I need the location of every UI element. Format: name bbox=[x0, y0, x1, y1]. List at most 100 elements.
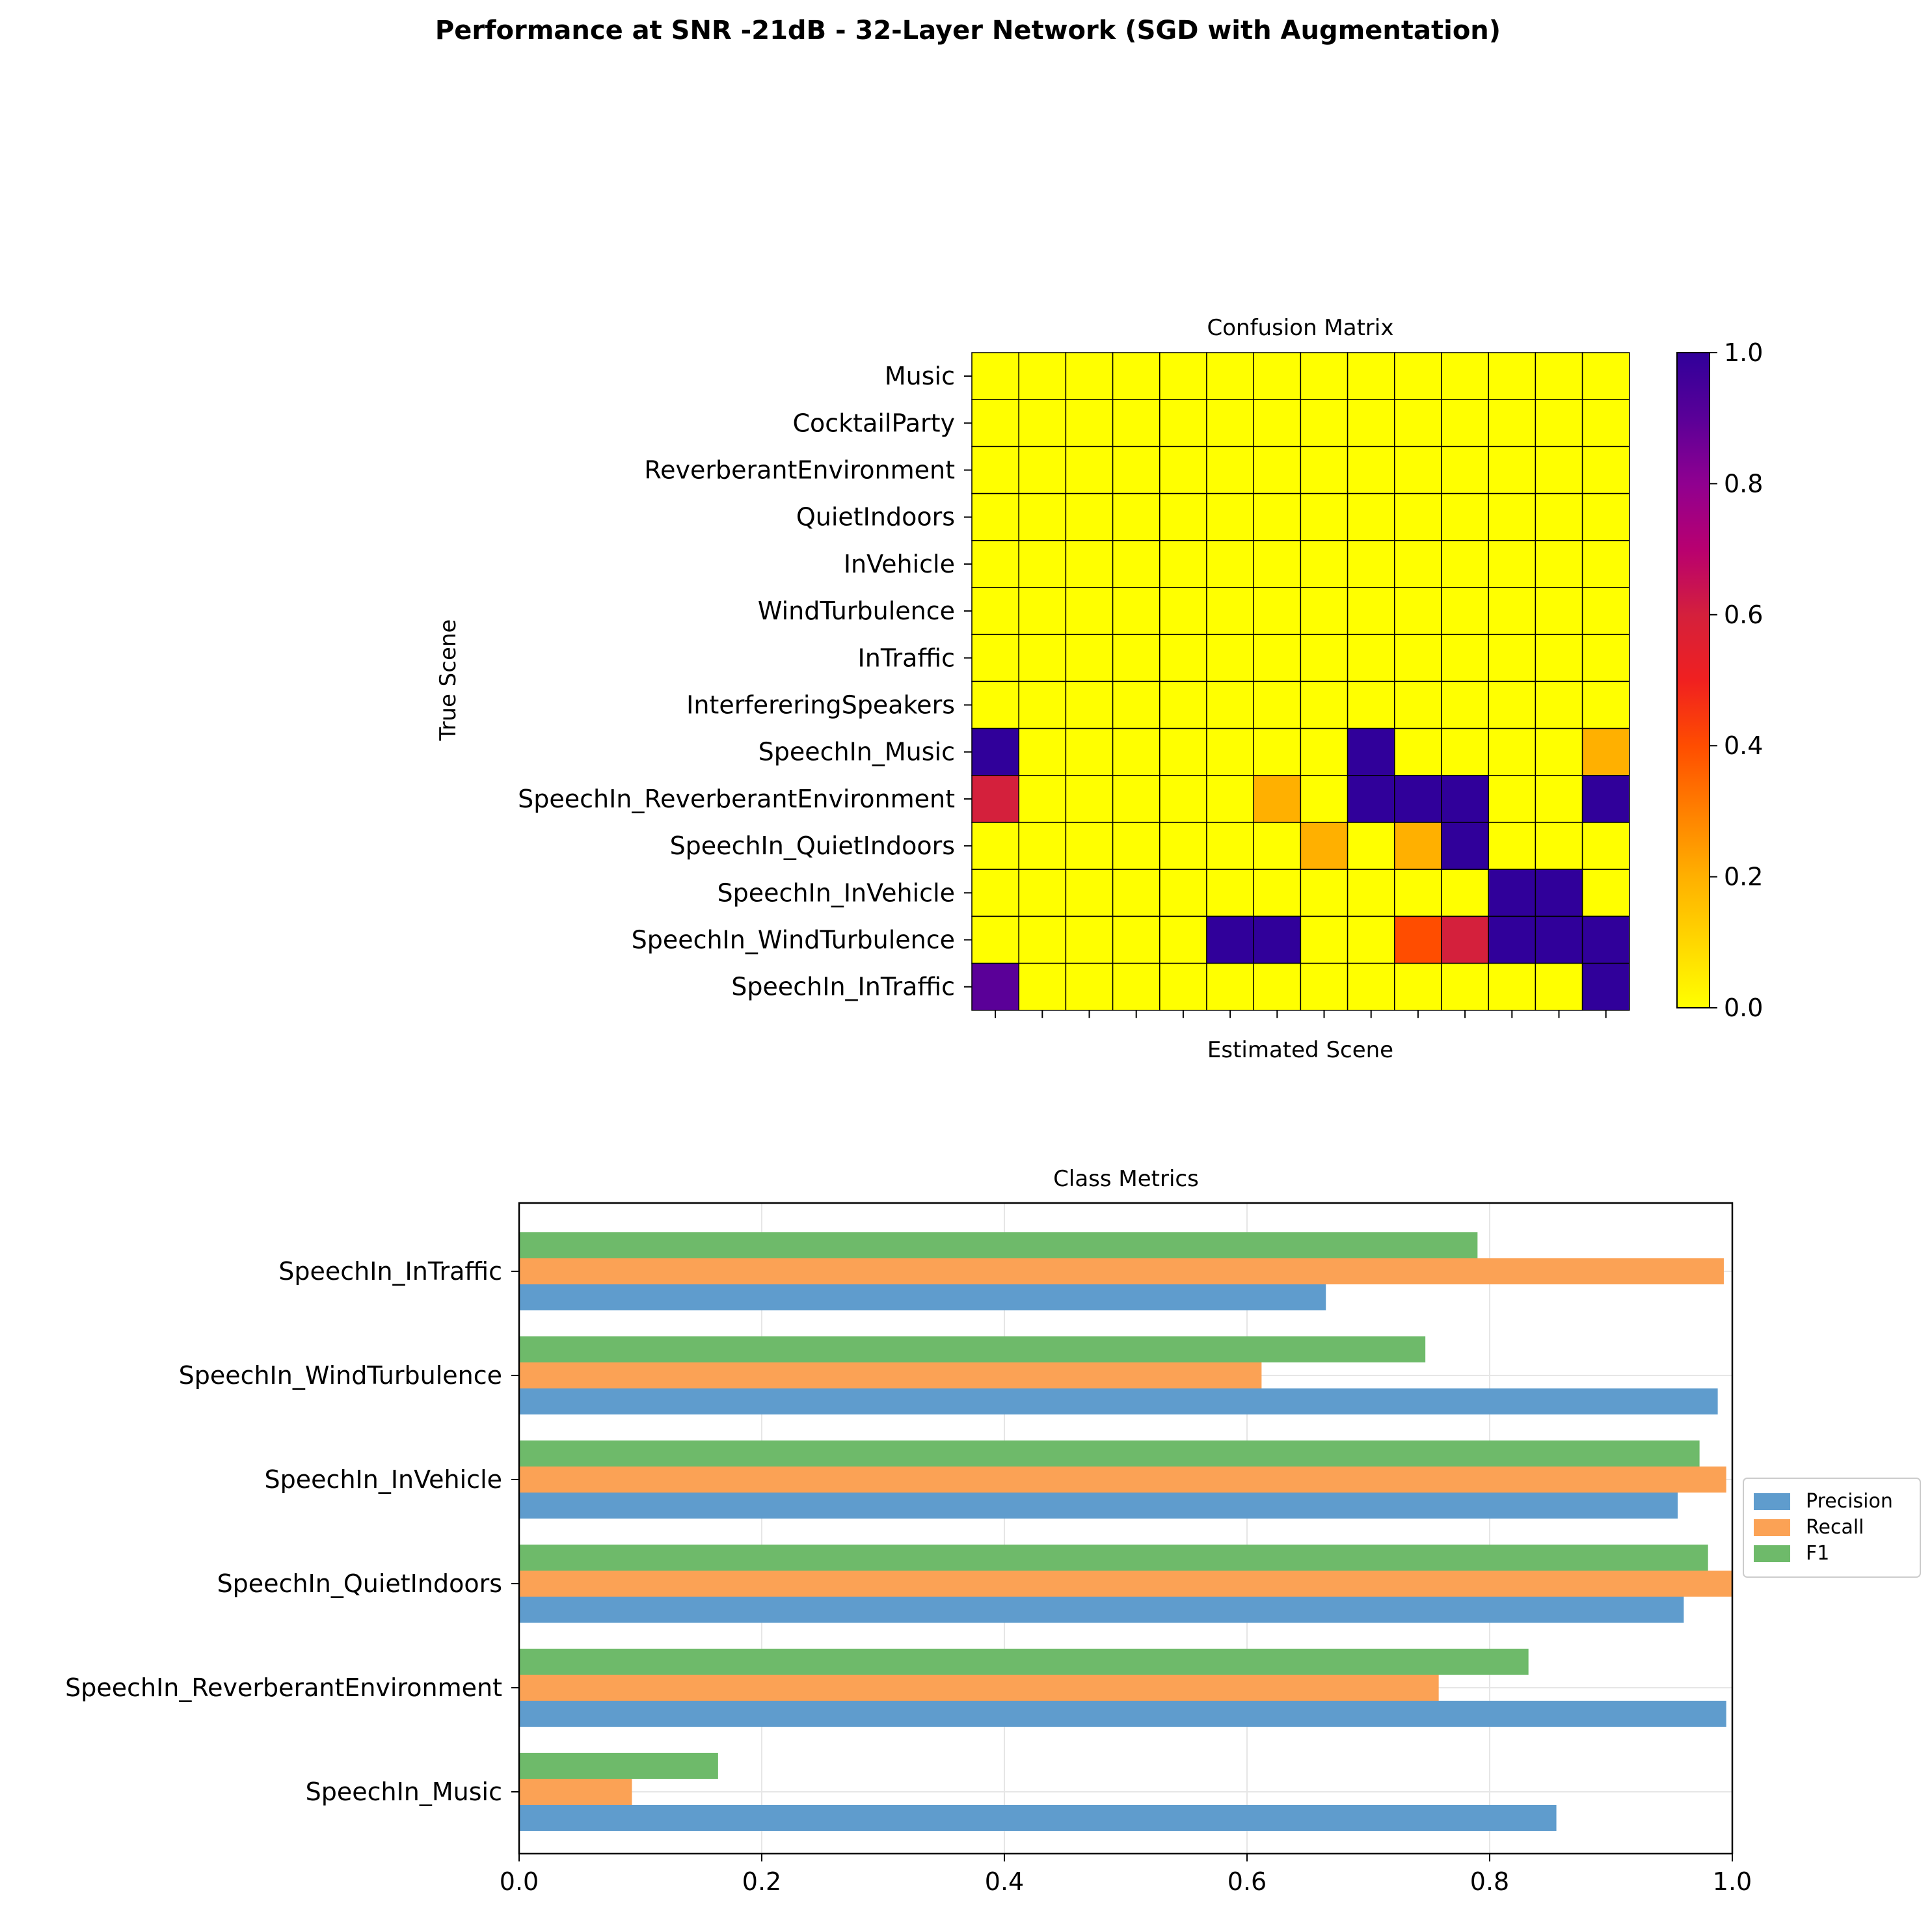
cm-cell bbox=[1253, 775, 1302, 823]
x-tick-label: 1.0 bbox=[1713, 1867, 1752, 1896]
cm-cell bbox=[1253, 915, 1302, 964]
cm-cell bbox=[1112, 681, 1161, 729]
category-label: SpeechIn_WindTurbulence bbox=[179, 1361, 502, 1390]
cm-cell bbox=[1018, 869, 1067, 917]
cm-cell bbox=[1488, 493, 1536, 541]
confusion-matrix-ylabel: True Scene bbox=[435, 619, 461, 742]
cm-row-label: InVehicle bbox=[844, 550, 955, 578]
bar-precision bbox=[519, 1493, 1678, 1519]
cm-cell bbox=[1441, 540, 1489, 588]
cm-cell bbox=[1159, 681, 1207, 729]
cm-cell bbox=[1159, 540, 1207, 588]
cm-cell bbox=[1206, 493, 1254, 541]
cm-cell bbox=[1065, 915, 1114, 964]
cm-row-label: SpeechIn_QuietIndoors bbox=[670, 832, 955, 860]
cm-cell bbox=[1159, 587, 1207, 635]
cm-cell bbox=[1018, 493, 1067, 541]
cm-cell bbox=[1112, 869, 1161, 917]
class-metrics-category-labels: SpeechIn_Music SpeechIn_ReverberantEnviro… bbox=[65, 1257, 519, 1806]
x-tick-label: 0.8 bbox=[1470, 1867, 1509, 1896]
cm-cell bbox=[1159, 399, 1207, 448]
class-metrics-x-ticks: 0.0 0.2 0.4 0.6 0.8 1.0 bbox=[500, 1854, 1752, 1896]
cm-cell bbox=[1253, 587, 1302, 635]
cm-cell bbox=[1394, 775, 1442, 823]
cm-cell bbox=[1441, 399, 1489, 448]
colorbar-tick-label: 0.4 bbox=[1724, 731, 1763, 760]
cm-cell bbox=[1253, 399, 1302, 448]
cm-cell bbox=[1300, 540, 1348, 588]
cm-cell bbox=[1394, 634, 1442, 683]
cm-cell bbox=[1581, 587, 1630, 635]
cm-cell bbox=[1253, 822, 1302, 870]
cm-cell bbox=[1535, 634, 1583, 683]
cm-cell bbox=[1441, 634, 1489, 683]
confusion-matrix-row-labels: Music CocktailParty ReverberantEnvironment… bbox=[518, 362, 972, 1001]
colorbar-tick-label: 0.8 bbox=[1724, 469, 1763, 498]
confusion-matrix-xlabel: Estimated Scene bbox=[1207, 1037, 1393, 1063]
cm-cell bbox=[1581, 727, 1630, 776]
cm-cell bbox=[1300, 587, 1348, 635]
bar-recall bbox=[519, 1675, 1439, 1701]
cm-cell bbox=[1112, 634, 1161, 683]
cm-cell bbox=[1394, 681, 1442, 729]
cm-cell bbox=[971, 869, 1019, 917]
cm-cell bbox=[1206, 727, 1254, 776]
cm-cell bbox=[1488, 352, 1536, 400]
cm-cell bbox=[1112, 775, 1161, 823]
cm-cell bbox=[1488, 915, 1536, 964]
cm-cell bbox=[1535, 681, 1583, 729]
cm-cell bbox=[1159, 727, 1207, 776]
cm-row-label: SpeechIn_InVehicle bbox=[718, 878, 955, 907]
cm-cell bbox=[1581, 399, 1630, 448]
cm-cell bbox=[1347, 822, 1395, 870]
category-label: SpeechIn_InTraffic bbox=[278, 1257, 502, 1286]
cm-cell bbox=[1347, 634, 1395, 683]
cm-row-label: Music bbox=[885, 362, 955, 390]
cm-cell bbox=[1488, 540, 1536, 588]
cm-cell bbox=[1488, 446, 1536, 494]
bar-recall bbox=[519, 1779, 632, 1805]
x-tick-label: 0.0 bbox=[500, 1867, 539, 1896]
cm-cell bbox=[1347, 493, 1395, 541]
cm-cell bbox=[1065, 399, 1114, 448]
cm-cell bbox=[1018, 446, 1067, 494]
colorbar-tick-label: 0.0 bbox=[1724, 994, 1763, 1022]
cm-cell bbox=[1581, 822, 1630, 870]
x-tick-label: 0.6 bbox=[1228, 1867, 1267, 1896]
cm-cell bbox=[1206, 775, 1254, 823]
cm-cell bbox=[1300, 727, 1348, 776]
cm-cell bbox=[1112, 822, 1161, 870]
cm-cell bbox=[971, 681, 1019, 729]
cm-cell bbox=[1581, 681, 1630, 729]
cm-cell bbox=[1300, 681, 1348, 729]
cm-cell bbox=[971, 540, 1019, 588]
cm-cell bbox=[1441, 822, 1489, 870]
bar-recall bbox=[519, 1467, 1726, 1493]
cm-cell bbox=[1206, 587, 1254, 635]
cm-cell bbox=[1206, 869, 1254, 917]
cm-cell bbox=[1441, 869, 1489, 917]
cm-cell bbox=[1441, 775, 1489, 823]
cm-cell bbox=[1206, 352, 1254, 400]
cm-cell bbox=[1488, 869, 1536, 917]
legend-items: Precision Recall F1 bbox=[1754, 1490, 1893, 1565]
class-metrics-bars bbox=[519, 1232, 1732, 1831]
cm-cell bbox=[1018, 727, 1067, 776]
cm-cell bbox=[1441, 962, 1489, 1011]
cm-cell bbox=[971, 399, 1019, 448]
cm-cell bbox=[1112, 446, 1161, 494]
confusion-matrix-x-ticks bbox=[995, 1010, 1607, 1018]
cm-cell bbox=[1535, 399, 1583, 448]
class-metrics-legend: Precision Recall F1 bbox=[1743, 1478, 1921, 1578]
cm-cell bbox=[1581, 775, 1630, 823]
class-metrics-panel: Class Metrics SpeechIn_Music SpeechIn_Rev… bbox=[65, 1166, 1752, 1896]
cm-cell bbox=[1253, 540, 1302, 588]
cm-cell bbox=[1159, 822, 1207, 870]
cm-cell bbox=[971, 775, 1019, 823]
cm-cell bbox=[1441, 446, 1489, 494]
legend-label-recall: Recall bbox=[1806, 1516, 1864, 1539]
cm-cell bbox=[1159, 446, 1207, 494]
cm-cell bbox=[971, 822, 1019, 870]
legend-swatch-recall bbox=[1754, 1519, 1790, 1536]
cm-cell bbox=[1300, 962, 1348, 1011]
